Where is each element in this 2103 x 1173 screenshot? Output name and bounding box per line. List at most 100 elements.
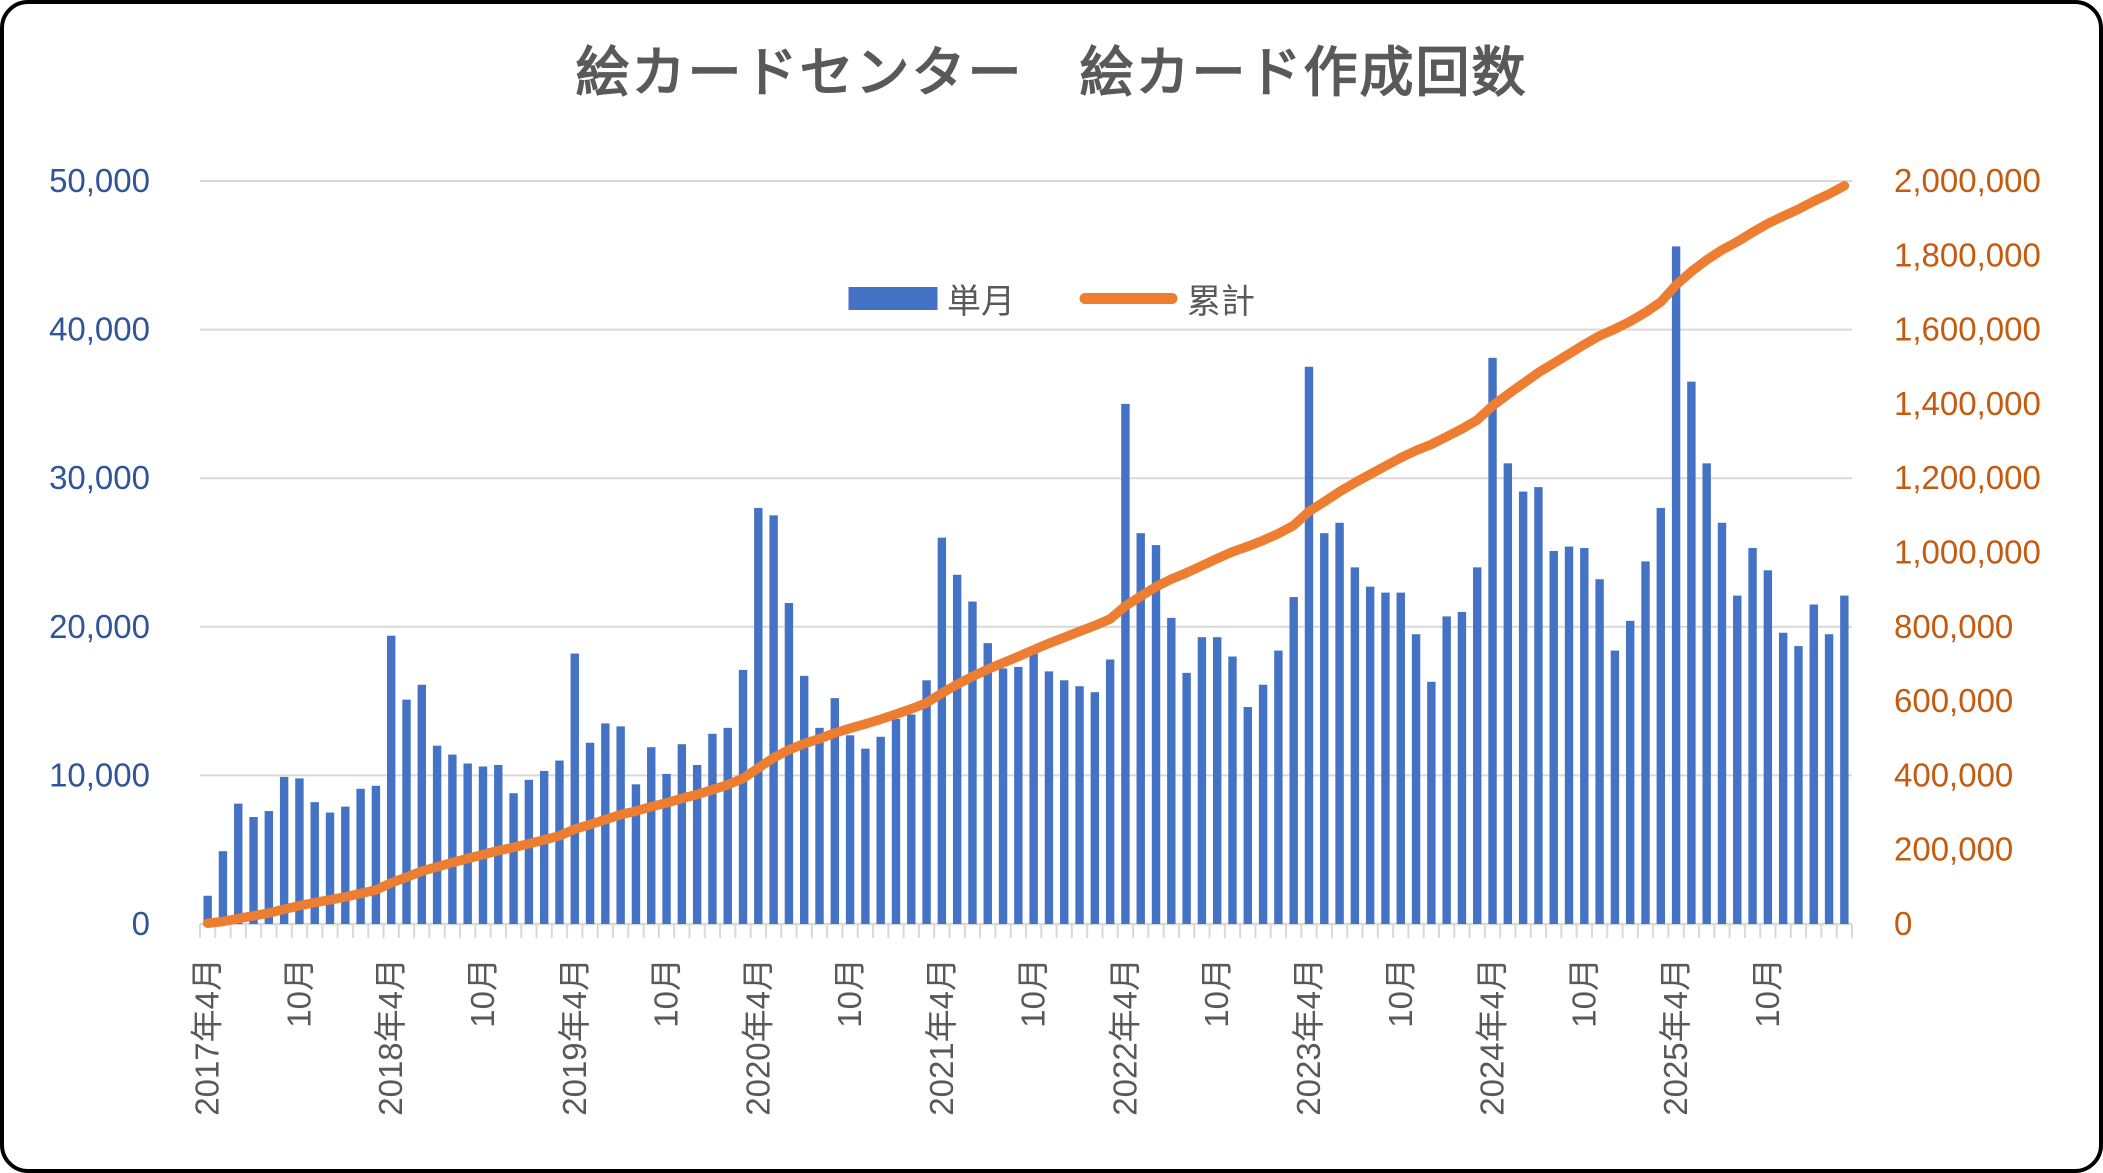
bar [1167,617,1176,924]
bar [922,680,931,924]
bar [1044,671,1054,924]
bar [234,803,243,924]
monthly-bars [203,246,1849,925]
right-axis-label: 1,000,000 [1894,534,2041,571]
bar [1274,650,1283,924]
bar [754,507,763,924]
x-axis-label: 2017年4月 [189,958,226,1116]
bar [662,773,671,924]
bar [463,763,472,924]
x-axis-label: 10月 [1198,958,1235,1028]
bar [1335,522,1344,924]
bar [387,635,396,924]
bar [1457,611,1467,924]
bar [1396,592,1405,924]
x-axis-label: 2019年4月 [556,958,593,1116]
x-axis-label: 2020年4月 [739,958,776,1116]
bar [249,817,258,924]
bar [1687,381,1696,924]
x-axis-label: 2024年4月 [1474,958,1511,1116]
legend-item-cumulative: 累計 [1079,274,1255,323]
bar [876,736,885,924]
bar [1610,650,1620,924]
bar [1656,507,1665,924]
right-axis-label: 1,800,000 [1894,236,2041,273]
bar [677,744,687,924]
bar [1824,634,1834,924]
bar [1151,545,1161,924]
bar [738,669,748,924]
bar [1488,357,1497,925]
bar [1473,567,1482,924]
bar [1549,551,1558,924]
right-axis-label: 200,000 [1894,831,2013,868]
bar [448,754,457,924]
bar [1320,533,1329,924]
x-axis-label: 10月 [1015,958,1052,1028]
left-axis-label: 50,000 [49,162,150,199]
bar [631,784,641,924]
legend-label-cumulative: 累計 [1187,283,1255,321]
bar [692,764,702,924]
bar [1503,463,1513,924]
bar [861,748,870,924]
bar [1442,616,1451,924]
x-axis-label: 2021年4月 [923,958,960,1116]
x-axis-label: 2025年4月 [1657,958,1694,1116]
bar [341,806,350,924]
bar [830,698,839,924]
bar [1778,632,1788,924]
bar [1136,533,1145,924]
bar [1534,487,1543,924]
bar [539,770,549,924]
left-axis-label: 10,000 [49,756,150,793]
x-axis-labels: 2017年4月 10月 2018年4月 10月 2019年4月 10月 2020年4月 10月… [189,958,1786,1116]
bar [769,515,778,924]
bar [325,812,335,924]
bar [279,776,289,924]
bar [1580,548,1589,924]
bar [1595,579,1604,924]
bar [1182,672,1191,924]
bar [417,684,426,924]
bar [1304,366,1314,924]
bar [1228,656,1237,924]
bar [356,788,365,924]
bar [616,726,625,924]
cumulative-line [202,181,1850,929]
bar [1289,597,1298,924]
bar [1014,666,1023,924]
bar [371,785,381,924]
bar [1197,637,1207,924]
bar [907,714,916,924]
bar [1626,620,1635,924]
bar [203,895,212,924]
bar [524,779,534,924]
bar [1060,680,1069,924]
right-axis-label: 600,000 [1894,682,2013,719]
right-axis-label: 1,200,000 [1894,459,2041,496]
bar [1350,567,1360,924]
legend-line-swatch [1079,293,1177,304]
bar [1411,634,1421,924]
left-axis-labels: 0 10,000 20,000 30,000 40,000 50,000 [49,162,150,942]
right-axis-label: 1,400,000 [1894,385,2041,422]
bar [708,733,717,924]
bar [937,537,947,924]
bar [784,603,794,924]
bar [1243,707,1252,924]
right-axis-label: 1,600,000 [1894,311,2041,348]
bar [555,760,564,924]
x-axis-label: 10月 [464,958,501,1028]
x-axis-label: 10月 [280,958,317,1028]
bar [494,764,503,924]
left-axis-label: 0 [132,905,150,942]
bar [1564,546,1574,924]
bar [570,653,579,924]
x-axis-label: 10月 [1565,958,1602,1028]
bar [1213,637,1222,924]
bar [1763,570,1773,924]
bar [1258,684,1268,924]
bar [998,668,1008,924]
